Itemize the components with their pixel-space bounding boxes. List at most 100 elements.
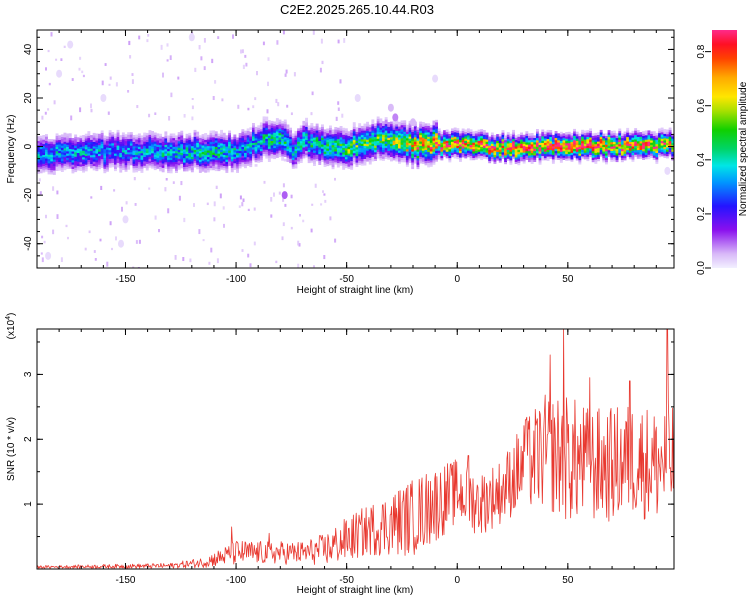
spectrogram-cell <box>201 156 205 159</box>
spectrogram-cell <box>663 142 667 145</box>
spectrogram-cell <box>530 139 534 143</box>
spectrogram-cell <box>573 133 576 136</box>
spectrogram-cell <box>121 147 125 151</box>
spectrogram-cell <box>416 133 420 137</box>
spectrogram-cell <box>201 158 205 161</box>
spectrogram-cell <box>315 145 319 149</box>
spectrogram-cell <box>405 124 409 128</box>
spectrogram-cell <box>87 163 91 167</box>
spectrogram-cell <box>193 147 197 150</box>
spectrogram-cell <box>58 152 62 156</box>
spectrogram-cell <box>228 130 231 134</box>
spectrogram-cell <box>575 155 579 159</box>
spectrogram-cell <box>159 136 162 139</box>
spectrogram-cell <box>100 147 104 151</box>
spectrogram-cell <box>172 155 176 158</box>
spectrogram-cell <box>76 154 80 158</box>
spectrogram-cell <box>379 142 383 146</box>
spectrogram-cell <box>528 146 531 149</box>
spectrogram-cell <box>289 156 292 159</box>
spectrogram-cell <box>98 151 101 154</box>
spectrogram-cell <box>198 161 202 165</box>
spectrogram-cell <box>95 166 99 169</box>
spectrogram-cell <box>583 143 587 147</box>
spectrogram-cell <box>652 144 656 147</box>
spectrogram-cell <box>366 135 369 138</box>
spectrogram-cell <box>52 161 56 164</box>
spectrogram-cell <box>578 137 582 141</box>
spectrogram-cell <box>106 158 109 161</box>
spectrogram-cell <box>363 152 367 155</box>
spectrogram-cell <box>360 139 364 142</box>
spectrogram-cell <box>498 140 502 144</box>
spectrogram-cell <box>591 137 595 141</box>
spectrogram-cell <box>334 142 338 145</box>
spectrogram-cell <box>191 105 194 110</box>
spectrogram-cell <box>217 166 221 169</box>
spectrogram-cell <box>607 152 611 155</box>
spectrogram-cell <box>650 142 653 145</box>
spectrogram-cell <box>374 134 377 137</box>
spectrogram-cell <box>143 163 147 166</box>
spectrogram-cell <box>111 149 115 152</box>
spectrogram-cell <box>201 160 205 163</box>
spectrogram-cell <box>549 154 553 157</box>
spectrogram-cell <box>371 143 375 147</box>
spectrogram-cell <box>93 250 96 253</box>
spectrogram-cell <box>360 154 364 157</box>
spectrogram-cell <box>647 150 651 153</box>
spectrogram-cell <box>249 138 253 141</box>
spectrogram-cell <box>620 142 624 145</box>
spectrogram-cell <box>427 142 431 146</box>
spectrogram-cell <box>254 157 258 161</box>
spectrogram-cell <box>177 136 181 140</box>
spectrogram-cell <box>528 144 531 147</box>
spectrogram-cell <box>395 132 399 136</box>
spectrogram-cell <box>639 138 643 142</box>
spectrogram-cell <box>421 157 425 160</box>
spectrogram-cell <box>331 129 335 133</box>
spectrogram-cell <box>506 145 510 148</box>
spectrogram-cell <box>313 146 316 149</box>
spectrogram-cell <box>512 143 515 146</box>
spectrogram-cell <box>109 76 112 80</box>
spectrogram-cell <box>589 152 592 155</box>
spectrogram-cell <box>405 153 409 156</box>
spectrogram-cell <box>305 126 308 130</box>
spectrogram-cell <box>371 158 375 162</box>
spectrogram-cell <box>660 134 664 137</box>
spectrogram-cell <box>512 147 515 150</box>
spectrogram-cell <box>90 165 93 169</box>
spectrogram-cell <box>626 132 630 135</box>
spectrogram-cell <box>538 144 542 148</box>
spectrogram-cell <box>297 263 300 268</box>
spectrogram-cell <box>329 149 332 153</box>
spectrogram-cell <box>520 134 523 138</box>
spectrogram-cell <box>198 139 202 143</box>
spectrogram-cell <box>318 134 322 137</box>
spectrogram-cell <box>37 169 40 172</box>
spectrogram-cell <box>180 163 184 167</box>
spectrogram-cell <box>124 167 128 170</box>
spectrogram-cell <box>379 122 383 126</box>
spectrogram-cell <box>435 119 438 123</box>
spectrogram-cell <box>347 142 351 145</box>
spectrogram-cell <box>331 164 335 168</box>
spectrogram-cell <box>522 161 526 164</box>
spectrogram-cell <box>352 137 356 141</box>
spectrogram-cell <box>432 157 436 161</box>
spectrogram-cell <box>541 149 545 152</box>
spectrogram-cell <box>432 153 436 156</box>
spectrogram-cell <box>485 147 489 151</box>
spectrogram-cell <box>342 134 346 137</box>
spectrogram-cell <box>209 167 213 171</box>
spectrogram-cell <box>451 139 454 142</box>
spectrogram-cell <box>652 137 656 141</box>
spectrogram-cell <box>257 136 261 139</box>
spectrogram-cell <box>241 151 245 154</box>
spectrogram-cell <box>90 146 93 149</box>
spectrogram-cell <box>501 149 505 153</box>
spectrogram-cell <box>305 144 308 147</box>
spectrogram-cell <box>71 166 75 169</box>
spectrogram-cell <box>265 136 269 139</box>
